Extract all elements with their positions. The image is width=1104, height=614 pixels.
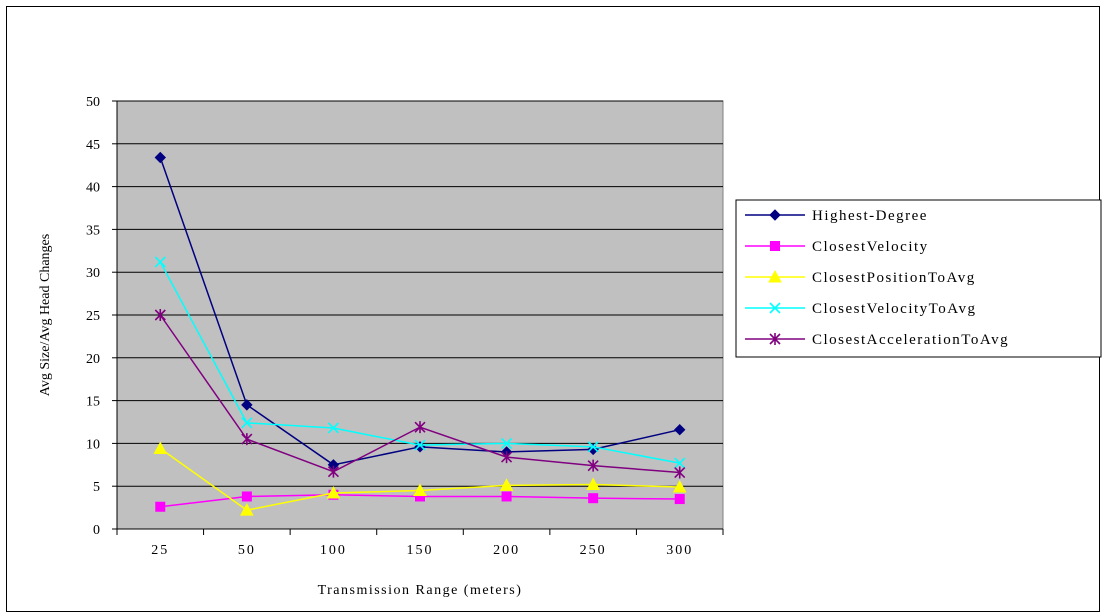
legend-item: ClosestPositionToAvg xyxy=(745,269,976,286)
x-axis-title: Transmission Range (meters) xyxy=(318,583,523,598)
data-point xyxy=(674,457,686,469)
data-point xyxy=(154,256,166,268)
series-group xyxy=(153,151,687,516)
data-point xyxy=(414,421,426,434)
data-point xyxy=(586,477,600,490)
data-point xyxy=(413,483,427,496)
data-point xyxy=(241,433,253,446)
legend-label: Highest-Degree xyxy=(812,208,928,224)
series-ClosestVelocityToAvg xyxy=(154,256,686,469)
legend-item: Highest-Degree xyxy=(745,208,928,224)
data-point xyxy=(241,491,252,502)
legend-label: ClosestVelocity xyxy=(812,239,929,255)
x-tick-label: 150 xyxy=(407,543,434,558)
y-tick-label: 50 xyxy=(86,95,100,110)
legend-item: ClosestVelocityToAvg xyxy=(745,301,977,317)
series-ClosestAccelerationToAvg xyxy=(154,309,686,479)
x-tick-label: 300 xyxy=(666,543,693,558)
data-point xyxy=(501,451,513,464)
data-point xyxy=(501,491,512,502)
data-point xyxy=(770,241,780,251)
y-tick-label: 30 xyxy=(86,266,100,281)
data-point xyxy=(769,209,781,221)
data-point xyxy=(414,439,426,451)
y-tick-label: 10 xyxy=(86,437,100,452)
data-point xyxy=(154,151,166,164)
data-point xyxy=(415,491,425,502)
data-point xyxy=(326,486,341,499)
x-tick-label: 50 xyxy=(238,543,256,558)
data-point xyxy=(674,466,686,479)
y-tick-label: 35 xyxy=(86,223,100,238)
data-point xyxy=(674,494,685,505)
legend-label: ClosestPositionToAvg xyxy=(812,270,976,286)
legend-label: ClosestAccelerationToAvg xyxy=(812,332,1009,348)
legend-item: ClosestAccelerationToAvg xyxy=(745,332,1009,348)
data-point xyxy=(674,423,686,436)
legend-box xyxy=(735,199,1102,358)
y-tick-label: 5 xyxy=(93,480,100,495)
data-point xyxy=(240,503,254,516)
y-tick-labels: 0 5 10 15 20 25 30 35 40 45 50 xyxy=(86,95,100,538)
x-tick-label: 25 xyxy=(151,543,169,558)
legend-label: ClosestVelocityToAvg xyxy=(812,301,977,317)
x-tick-label: 200 xyxy=(493,543,520,558)
legend-item: ClosestVelocity xyxy=(745,239,929,255)
y-tick-label: 0 xyxy=(93,523,100,538)
legend: Highest-Degree ClosestVelocity ClosestPosi… xyxy=(735,199,1102,358)
x-tick-labels: 25 50 100 150 200 250 300 xyxy=(151,543,693,558)
data-point xyxy=(153,441,168,455)
data-point xyxy=(672,480,687,493)
data-point xyxy=(768,269,782,283)
y-tick-label: 20 xyxy=(86,352,100,367)
data-point xyxy=(327,465,339,478)
y-tick-label: 15 xyxy=(86,395,100,410)
data-point xyxy=(241,417,253,429)
x-tick-label: 250 xyxy=(580,543,607,558)
data-point xyxy=(155,501,166,512)
y-axis-title: Avg Size/Avg Head Changes xyxy=(38,234,53,396)
data-point xyxy=(327,422,339,434)
data-point xyxy=(501,437,513,449)
data-point xyxy=(154,309,166,321)
data-point xyxy=(587,459,599,472)
data-point xyxy=(499,478,514,491)
data-point xyxy=(588,493,599,504)
x-tick-label: 100 xyxy=(320,543,347,558)
y-tick-label: 45 xyxy=(86,138,100,153)
y-tick-label: 25 xyxy=(86,309,100,324)
data-point xyxy=(241,399,253,411)
data-point xyxy=(587,441,599,453)
y-tick-label: 40 xyxy=(86,181,100,196)
data-point xyxy=(769,302,781,314)
axes xyxy=(112,100,724,535)
series-ClosestPositionToAvg xyxy=(153,441,687,516)
data-point xyxy=(769,333,781,345)
